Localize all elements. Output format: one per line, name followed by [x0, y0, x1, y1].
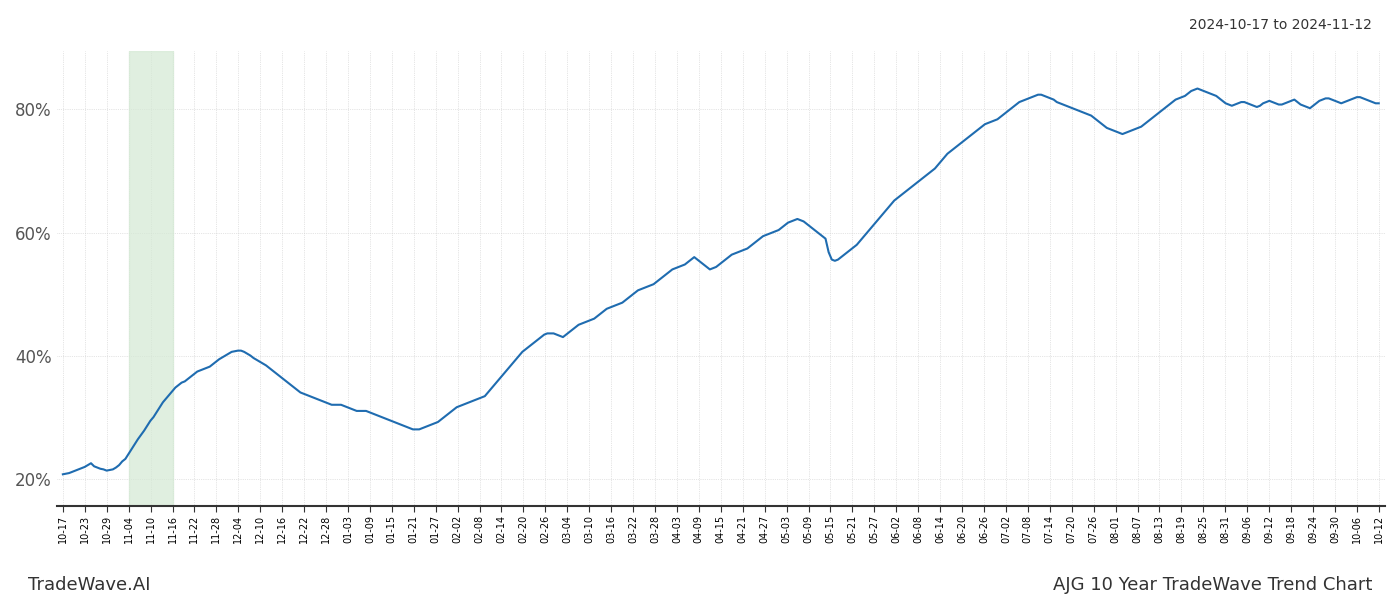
Text: AJG 10 Year TradeWave Trend Chart: AJG 10 Year TradeWave Trend Chart — [1053, 576, 1372, 594]
Text: TradeWave.AI: TradeWave.AI — [28, 576, 151, 594]
Bar — [129, 51, 172, 506]
Text: 2024-10-17 to 2024-11-12: 2024-10-17 to 2024-11-12 — [1189, 18, 1372, 32]
